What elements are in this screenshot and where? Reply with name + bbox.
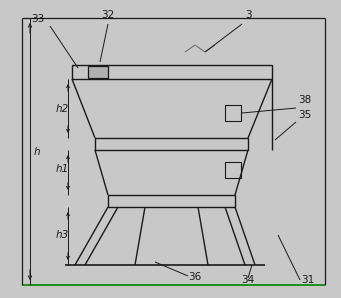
Text: 36: 36 (188, 272, 202, 282)
Bar (108, 195, 235, 207)
Text: 38: 38 (298, 95, 312, 105)
Text: 31: 31 (301, 275, 315, 285)
Text: 35: 35 (298, 110, 312, 120)
Text: h1: h1 (55, 164, 69, 174)
Bar (72, 65, 272, 79)
Bar (225, 162, 241, 178)
Text: h: h (34, 147, 40, 157)
Text: 32: 32 (101, 10, 115, 20)
Bar (225, 105, 241, 121)
Text: 33: 33 (31, 14, 45, 24)
Text: h2: h2 (55, 104, 69, 114)
Bar (95, 138, 248, 150)
Text: 34: 34 (241, 275, 255, 285)
Text: 3: 3 (245, 10, 251, 20)
Bar (88, 66, 108, 78)
Text: h3: h3 (55, 230, 69, 240)
